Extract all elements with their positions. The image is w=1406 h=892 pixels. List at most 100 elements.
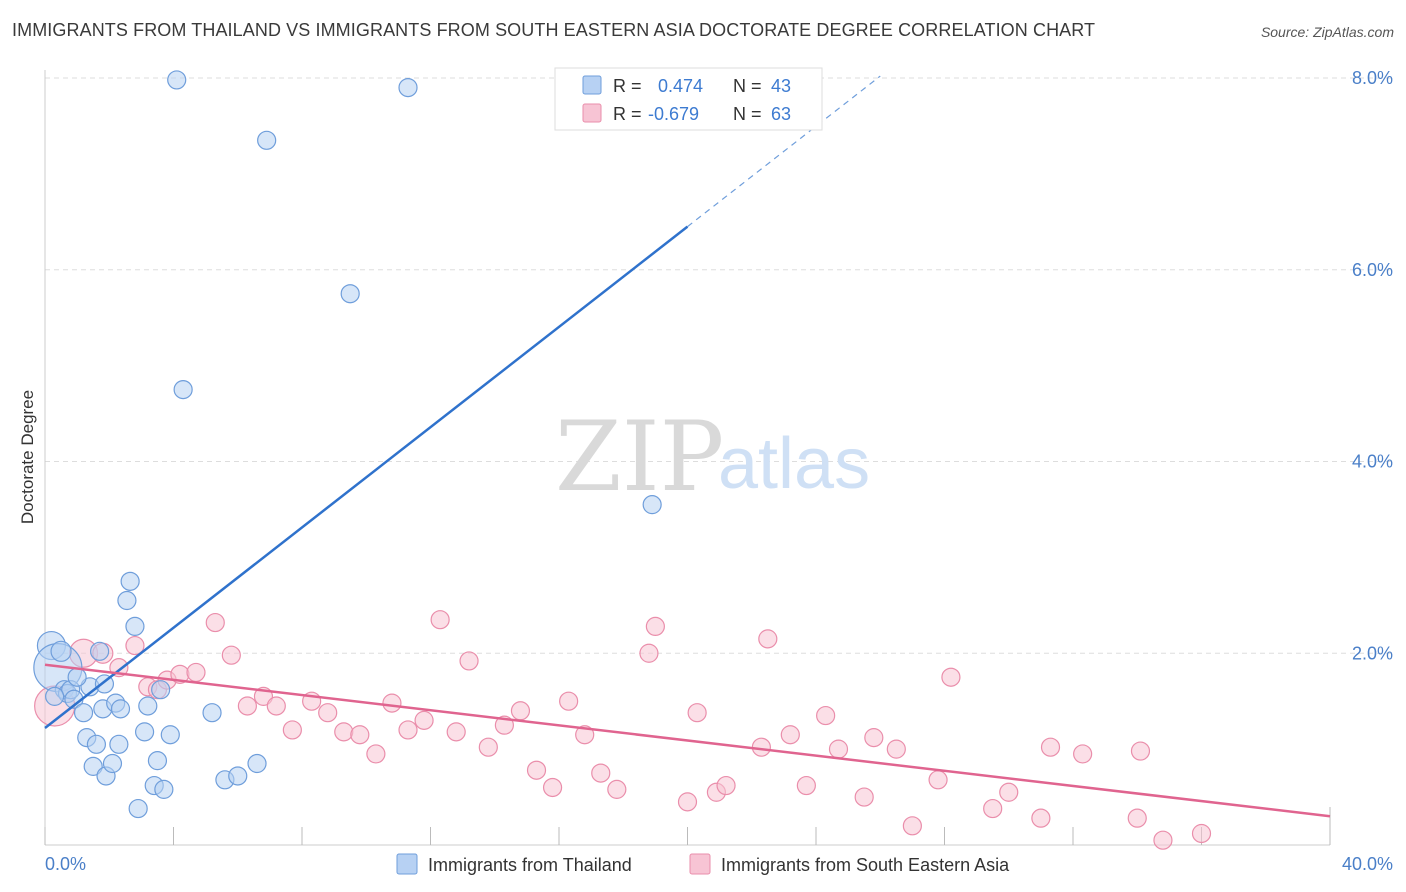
data-point-sea <box>941 667 961 687</box>
watermark-zip: ZIP <box>555 401 724 513</box>
data-point-sea <box>318 703 338 723</box>
data-point-sea <box>854 787 874 807</box>
legend-r-label-sea: R = <box>613 104 642 124</box>
data-point-sea <box>591 763 611 783</box>
data-point-thailand <box>90 641 110 661</box>
data-point-sea <box>1127 808 1147 828</box>
correlation-legend: R = 0.474 N = 43 R = -0.679 N = 63 <box>554 67 823 131</box>
data-point-thailand <box>247 753 267 774</box>
data-point-thailand <box>160 725 180 745</box>
trendline-sea <box>44 663 1331 818</box>
legend-swatch-sea <box>582 103 602 123</box>
data-point-thailand <box>117 590 137 611</box>
data-point-sea <box>186 662 206 683</box>
trendline-thailand <box>44 225 689 730</box>
data-point-thailand <box>154 779 174 799</box>
data-point-sea <box>205 612 225 633</box>
y-tick-label: 2.0% <box>1352 643 1393 663</box>
data-point-sea <box>716 775 736 796</box>
data-point-sea <box>478 737 498 757</box>
data-point-sea <box>677 792 698 812</box>
y-tick-label: 6.0% <box>1352 260 1393 280</box>
bottom-legend-swatch-sea <box>689 853 711 875</box>
data-point-sea <box>828 739 849 759</box>
data-point-sea <box>382 693 402 713</box>
legend-r-label-thailand: R = <box>613 76 642 96</box>
data-point-thailand <box>67 667 87 687</box>
data-point-thailand <box>125 616 145 637</box>
x-tick-label-max: 40.0% <box>1342 854 1393 874</box>
bottom-legend-label-thailand: Immigrants from Thailand <box>428 855 632 875</box>
y-axis-title: Doctorate Degree <box>18 390 37 524</box>
data-point-sea <box>1073 744 1093 764</box>
data-point-thailand <box>642 495 662 515</box>
legend-n-value-thailand: 43 <box>771 76 791 96</box>
series-sea-points <box>34 610 1212 850</box>
y-tick-label: 4.0% <box>1352 452 1393 472</box>
data-point-thailand <box>120 571 140 591</box>
data-point-thailand <box>340 284 360 304</box>
data-point-thailand <box>73 703 94 723</box>
data-point-thailand <box>138 696 158 716</box>
data-point-sea <box>350 725 370 745</box>
data-point-sea <box>758 629 778 649</box>
trend-lines <box>44 75 1331 818</box>
data-point-sea <box>645 616 665 637</box>
trendline-thailand-extension <box>687 75 881 228</box>
x-tick-marks <box>44 807 1331 845</box>
data-point-thailand <box>257 130 277 150</box>
data-point-sea <box>430 610 450 630</box>
data-point-thailand <box>45 686 65 706</box>
data-point-sea <box>928 770 948 790</box>
data-point-sea <box>902 816 922 836</box>
data-point-sea <box>559 691 579 711</box>
data-point-sea <box>983 798 1003 819</box>
legend-n-value-sea: 63 <box>771 104 791 124</box>
data-point-sea <box>266 696 286 716</box>
data-point-sea <box>282 720 302 740</box>
data-point-sea <box>459 651 479 671</box>
series-legend: Immigrants from Thailand Immigrants from… <box>396 853 1010 875</box>
data-point-sea <box>366 744 386 764</box>
data-point-sea <box>1153 830 1173 850</box>
data-point-thailand <box>202 703 222 723</box>
data-point-sea <box>125 635 145 656</box>
data-point-sea <box>542 777 563 798</box>
bottom-legend-swatch-thailand <box>396 853 418 875</box>
data-point-thailand <box>50 640 72 662</box>
data-point-thailand <box>151 680 171 700</box>
data-point-sea <box>1130 741 1151 761</box>
data-point-sea <box>446 722 466 742</box>
gridlines <box>45 77 1393 654</box>
data-point-sea <box>398 720 418 740</box>
data-point-sea <box>687 703 707 723</box>
data-point-sea <box>816 705 836 726</box>
data-point-thailand <box>228 766 248 786</box>
legend-r-value-sea: -0.679 <box>648 104 699 124</box>
data-point-sea <box>221 645 241 665</box>
data-point-sea <box>780 725 800 745</box>
data-point-sea <box>639 643 659 663</box>
data-point-sea <box>1031 808 1051 828</box>
data-point-thailand <box>102 753 123 774</box>
source-label: Source: ZipAtlas.com <box>1260 24 1394 40</box>
data-point-thailand <box>167 70 187 90</box>
watermark-atlas: atlas <box>718 424 870 504</box>
data-point-sea <box>237 696 257 716</box>
series-thailand-points <box>33 70 662 819</box>
data-point-sea <box>526 760 547 780</box>
data-point-thailand <box>173 379 193 400</box>
data-point-sea <box>575 725 595 745</box>
legend-r-value-thailand: 0.474 <box>658 76 703 96</box>
chart-title: IMMIGRANTS FROM THAILAND VS IMMIGRANTS F… <box>12 20 1096 40</box>
data-point-sea <box>334 722 354 742</box>
y-tick-labels: 2.0% 4.0% 6.0% 8.0% <box>1352 68 1393 663</box>
data-point-thailand <box>128 798 148 819</box>
data-point-thailand <box>86 734 107 754</box>
data-point-sea <box>1040 737 1061 757</box>
legend-n-label-thailand: N = <box>733 76 762 96</box>
data-point-sea <box>414 710 434 730</box>
legend-swatch-thailand <box>582 75 602 95</box>
data-point-sea <box>864 728 884 748</box>
